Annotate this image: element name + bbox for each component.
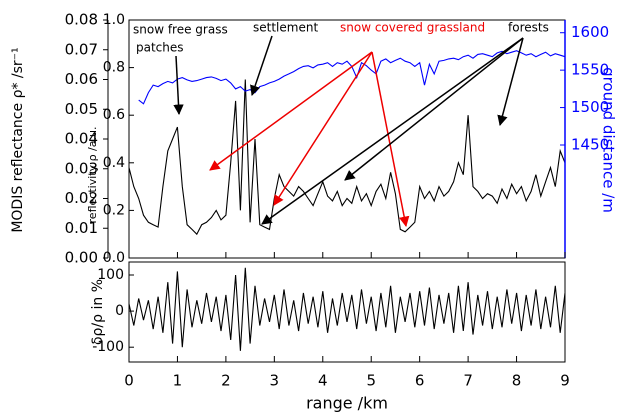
modis-tick-label: 0.00 [65, 249, 98, 267]
x-tick-label: 2 [221, 372, 231, 390]
modis-tick-label: 0.06 [65, 70, 98, 88]
modis-axis-label: MODIS reflectance ρ* /sr⁻¹ [10, 47, 26, 232]
modis-tick-label: 0.08 [65, 11, 98, 29]
annotation: snow free grass [133, 23, 228, 37]
y-tick-label: 0.6 [103, 107, 125, 123]
series-line [128, 79, 566, 236]
arrow [173, 55, 184, 116]
annotation: forests [508, 21, 549, 35]
y2-tick-label: 1450 [571, 135, 609, 153]
y-tick-label: 0.8 [103, 60, 125, 76]
series-line [128, 267, 566, 351]
arrow [371, 51, 410, 228]
x-tick-label: 8 [512, 372, 522, 390]
y-axis-label: reflectivity ρ /a.u. [86, 127, 99, 224]
bottom-frame [128, 261, 566, 363]
x-tick-label: 6 [415, 372, 425, 390]
y2-tick-label: 1500 [571, 98, 609, 116]
y-tick-label: 1.0 [103, 12, 125, 28]
x-tick-label: 4 [318, 372, 328, 390]
arrow [273, 51, 373, 206]
arrow [344, 37, 524, 181]
modis-tick-label: 0.04 [65, 130, 98, 148]
y-tick-label: 0.0 [103, 250, 125, 266]
annotation: snow covered grassland [340, 21, 485, 35]
y2-axis-label: ground distance /m [600, 67, 618, 213]
modis-tick-label: 0.07 [65, 40, 98, 58]
x-axis-label: range /km [306, 394, 388, 413]
y-tick-label: 100 [97, 267, 124, 283]
arrow [250, 35, 273, 96]
bottom-y-label: δρ/ρ in % [90, 279, 106, 345]
y-tick-label: -100 [92, 339, 124, 355]
arrow [261, 37, 524, 225]
series-line [138, 50, 566, 105]
y2-tick-label: 1600 [571, 23, 609, 41]
annotation: patches [136, 41, 184, 55]
modis-tick-label: 0.02 [65, 189, 98, 207]
arrow [497, 37, 524, 127]
y2-tick-label: 1550 [571, 61, 609, 79]
top-frame [128, 19, 566, 259]
y-tick-label: 0.2 [103, 202, 125, 218]
arrows [173, 35, 524, 228]
modis-tick-label: 0.05 [65, 100, 98, 118]
x-tick-label: 3 [270, 372, 280, 390]
arrow [209, 51, 373, 171]
x-tick-label: 9 [560, 372, 570, 390]
x-tick-label: 1 [173, 372, 183, 390]
x-tick-label: 5 [366, 372, 376, 390]
x-tick-label: 0 [124, 372, 134, 390]
annotation: settlement [253, 21, 318, 35]
modis-tick-label: 0.03 [65, 159, 98, 177]
plot-area [128, 50, 566, 351]
modis-tick-label: 0.01 [65, 219, 98, 237]
y-tick-label: 0.4 [103, 155, 125, 171]
x-tick-label: 7 [463, 372, 473, 390]
y-tick-label: 0 [115, 303, 124, 319]
